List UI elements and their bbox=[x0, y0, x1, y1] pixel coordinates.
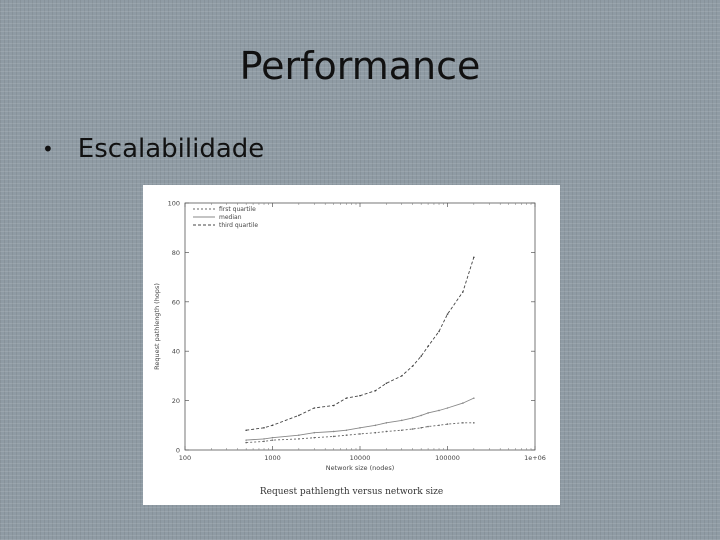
data-point bbox=[298, 438, 300, 440]
data-point bbox=[313, 431, 316, 434]
y-axis-label: Request pathlength (hops) bbox=[153, 283, 161, 370]
data-point bbox=[245, 441, 247, 444]
legend-label: third quartile bbox=[219, 222, 258, 229]
data-point bbox=[298, 434, 300, 436]
data-point bbox=[427, 425, 429, 428]
x-tick-label: 100000 bbox=[435, 454, 460, 462]
data-point bbox=[385, 422, 388, 424]
plot-frame bbox=[184, 202, 536, 451]
data-point bbox=[263, 426, 265, 429]
data-point bbox=[345, 434, 348, 436]
y-tick-label: 80 bbox=[172, 249, 180, 257]
data-point bbox=[438, 424, 440, 427]
data-point bbox=[400, 419, 403, 422]
data-point bbox=[446, 407, 449, 409]
data-point bbox=[411, 365, 414, 367]
data-point bbox=[385, 430, 388, 433]
data-point bbox=[427, 412, 429, 414]
data-point bbox=[462, 422, 464, 424]
data-point bbox=[420, 414, 422, 417]
data-point bbox=[332, 404, 335, 407]
data-point bbox=[359, 426, 361, 429]
data-point bbox=[271, 439, 274, 441]
x-tick-label: 10000 bbox=[350, 454, 371, 462]
bullet-text: Escalabilidade bbox=[77, 134, 265, 164]
series-line-first-quartile bbox=[246, 422, 474, 444]
data-point bbox=[400, 429, 403, 432]
data-point bbox=[345, 429, 348, 432]
data-point bbox=[420, 426, 422, 429]
y-tick-label: 0 bbox=[176, 447, 180, 455]
series-line-median bbox=[246, 397, 474, 441]
data-point bbox=[359, 394, 361, 397]
data-point bbox=[313, 436, 316, 439]
bullet-icon: • bbox=[42, 137, 54, 161]
data-point bbox=[438, 409, 440, 412]
data-point bbox=[400, 375, 403, 377]
data-point bbox=[446, 423, 449, 425]
data-point bbox=[438, 330, 440, 333]
y-tick-label: 60 bbox=[172, 298, 180, 306]
data-point bbox=[374, 431, 377, 434]
data-point bbox=[385, 382, 388, 385]
data-point bbox=[245, 439, 247, 441]
data-point bbox=[313, 407, 316, 409]
data-point bbox=[473, 397, 475, 399]
data-point bbox=[420, 355, 422, 357]
figure-caption: Request pathlength versus network size bbox=[259, 487, 444, 497]
line-chart: 0 20 40 60 80 100 100 1000 10000 100000 1e+06 Netwo… bbox=[153, 200, 546, 473]
data-point bbox=[332, 430, 335, 433]
data-point bbox=[411, 428, 414, 430]
data-point bbox=[263, 438, 265, 440]
data-point bbox=[462, 291, 464, 293]
data-point bbox=[427, 345, 429, 348]
data-point bbox=[473, 256, 475, 259]
data-point bbox=[271, 436, 274, 439]
data-point bbox=[359, 433, 361, 435]
legend-label: median bbox=[219, 214, 242, 221]
y-tick-label: 100 bbox=[168, 200, 180, 208]
x-tick-label: 1000 bbox=[264, 454, 281, 462]
data-point bbox=[462, 402, 464, 404]
series-line-third-quartile bbox=[246, 257, 475, 431]
data-point bbox=[411, 417, 414, 419]
y-tick-label: 20 bbox=[172, 397, 180, 405]
data-point bbox=[374, 424, 377, 427]
data-point bbox=[345, 397, 348, 399]
data-point bbox=[446, 313, 449, 315]
data-point bbox=[298, 414, 300, 417]
data-point bbox=[473, 422, 475, 424]
chart-figure: 0 20 40 60 80 100 100 1000 10000 100000 1e+06 Netwo… bbox=[143, 185, 560, 505]
data-point bbox=[271, 424, 274, 427]
bullet-item: • Escalabilidade bbox=[42, 134, 264, 164]
x-tick-label: 100 bbox=[179, 454, 191, 462]
slide-title: Performance bbox=[239, 44, 481, 88]
data-point bbox=[263, 440, 265, 443]
data-point bbox=[245, 429, 247, 432]
x-axis-label: Network size (nodes) bbox=[326, 464, 395, 472]
x-tick-label: 1e+06 bbox=[524, 454, 546, 462]
data-point bbox=[374, 389, 377, 392]
data-point bbox=[332, 435, 335, 438]
legend-label: first quartile bbox=[219, 206, 256, 213]
y-tick-label: 40 bbox=[172, 348, 180, 356]
